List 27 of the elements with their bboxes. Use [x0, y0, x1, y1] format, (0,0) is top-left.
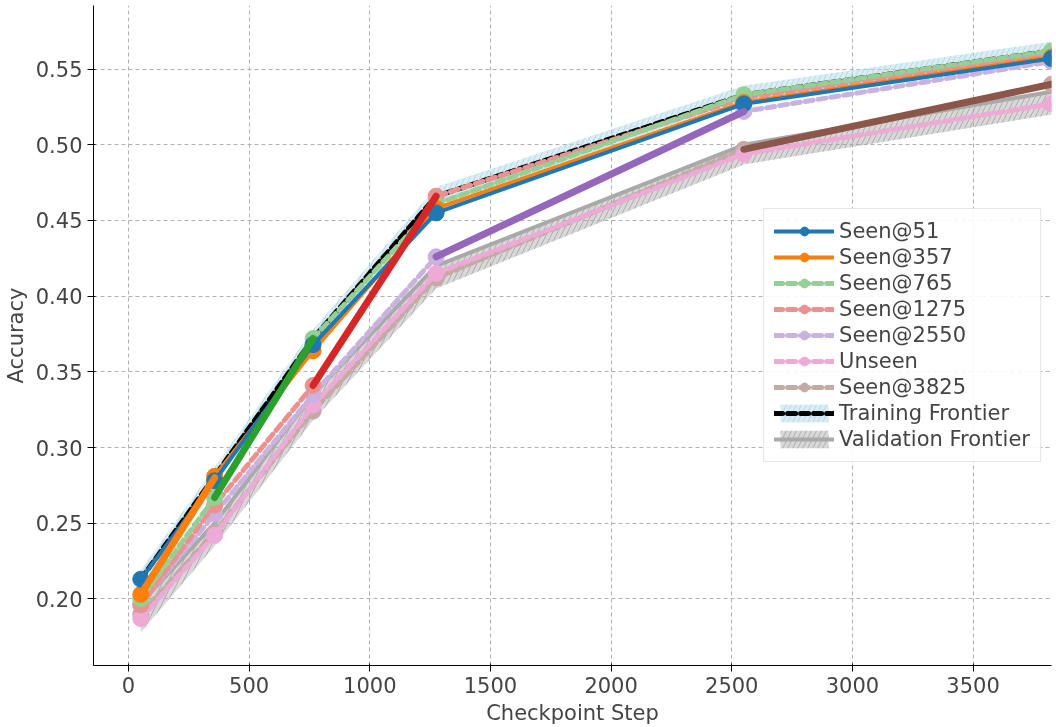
legend-label: Seen@1275 — [839, 297, 967, 321]
x-tick-label: 0 — [121, 673, 136, 698]
y-tick-label: 0.40 — [35, 285, 83, 310]
legend-label: Seen@3825 — [839, 375, 967, 399]
legend-label: Unseen — [839, 349, 918, 373]
x-tick-label: 1000 — [343, 673, 397, 698]
y-tick-label: 0.55 — [35, 58, 83, 83]
y-tick-label: 0.45 — [35, 209, 83, 234]
legend-label: Validation Frontier — [839, 427, 1030, 451]
legend-label: Seen@51 — [839, 219, 940, 243]
y-axis-title: Accuracy — [3, 287, 28, 384]
x-tick-label: 1500 — [463, 673, 518, 698]
x-tick-label: 3500 — [946, 673, 1000, 698]
legend-label: Training Frontier — [839, 401, 1010, 425]
y-tick-label: 0.35 — [35, 360, 83, 385]
legend-label: Seen@2550 — [839, 323, 967, 347]
y-tick-label: 0.25 — [35, 512, 83, 537]
y-tick-label: 0.50 — [35, 133, 83, 158]
x-axis-title: Checkpoint Step — [486, 700, 659, 725]
x-tick-label: 500 — [229, 673, 270, 698]
x-tick-label: 3000 — [825, 673, 880, 698]
y-tick-label: 0.20 — [35, 587, 83, 612]
legend-label: Seen@357 — [839, 245, 953, 269]
y-tick-label: 0.30 — [35, 436, 83, 461]
legend-label: Seen@765 — [839, 271, 953, 295]
x-tick-label: 2000 — [584, 673, 638, 698]
x-tick-label: 2500 — [705, 673, 759, 698]
